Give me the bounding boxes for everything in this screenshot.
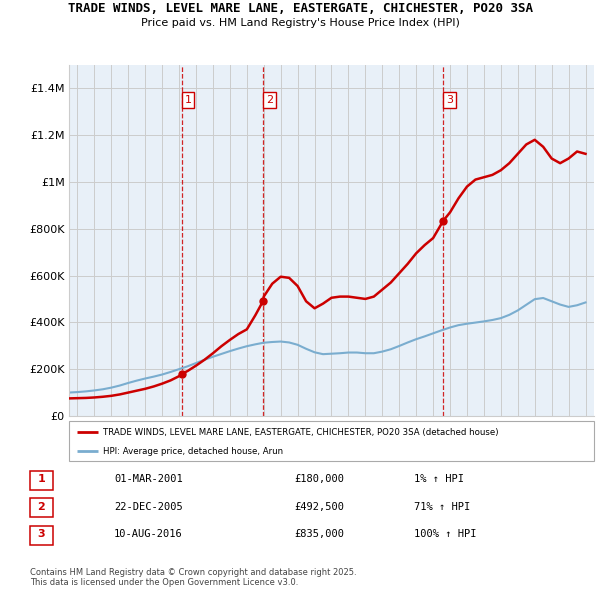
Text: £835,000: £835,000: [294, 529, 344, 539]
Text: 2: 2: [266, 95, 273, 105]
Text: TRADE WINDS, LEVEL MARE LANE, EASTERGATE, CHICHESTER, PO20 3SA: TRADE WINDS, LEVEL MARE LANE, EASTERGATE…: [67, 2, 533, 15]
Text: £492,500: £492,500: [294, 502, 344, 512]
Text: Price paid vs. HM Land Registry's House Price Index (HPI): Price paid vs. HM Land Registry's House …: [140, 18, 460, 28]
Text: 1: 1: [184, 95, 191, 105]
Text: 100% ↑ HPI: 100% ↑ HPI: [414, 529, 476, 539]
Text: 3: 3: [446, 95, 453, 105]
Text: 1: 1: [38, 474, 45, 484]
Text: 2: 2: [38, 502, 45, 512]
Text: TRADE WINDS, LEVEL MARE LANE, EASTERGATE, CHICHESTER, PO20 3SA (detached house): TRADE WINDS, LEVEL MARE LANE, EASTERGATE…: [103, 428, 499, 437]
Text: 1% ↑ HPI: 1% ↑ HPI: [414, 474, 464, 484]
Text: HPI: Average price, detached house, Arun: HPI: Average price, detached house, Arun: [103, 447, 283, 456]
Text: 10-AUG-2016: 10-AUG-2016: [114, 529, 183, 539]
Text: 01-MAR-2001: 01-MAR-2001: [114, 474, 183, 484]
Text: 3: 3: [38, 529, 45, 539]
Text: 71% ↑ HPI: 71% ↑ HPI: [414, 502, 470, 512]
Text: £180,000: £180,000: [294, 474, 344, 484]
Text: 22-DEC-2005: 22-DEC-2005: [114, 502, 183, 512]
Text: Contains HM Land Registry data © Crown copyright and database right 2025.
This d: Contains HM Land Registry data © Crown c…: [30, 568, 356, 587]
